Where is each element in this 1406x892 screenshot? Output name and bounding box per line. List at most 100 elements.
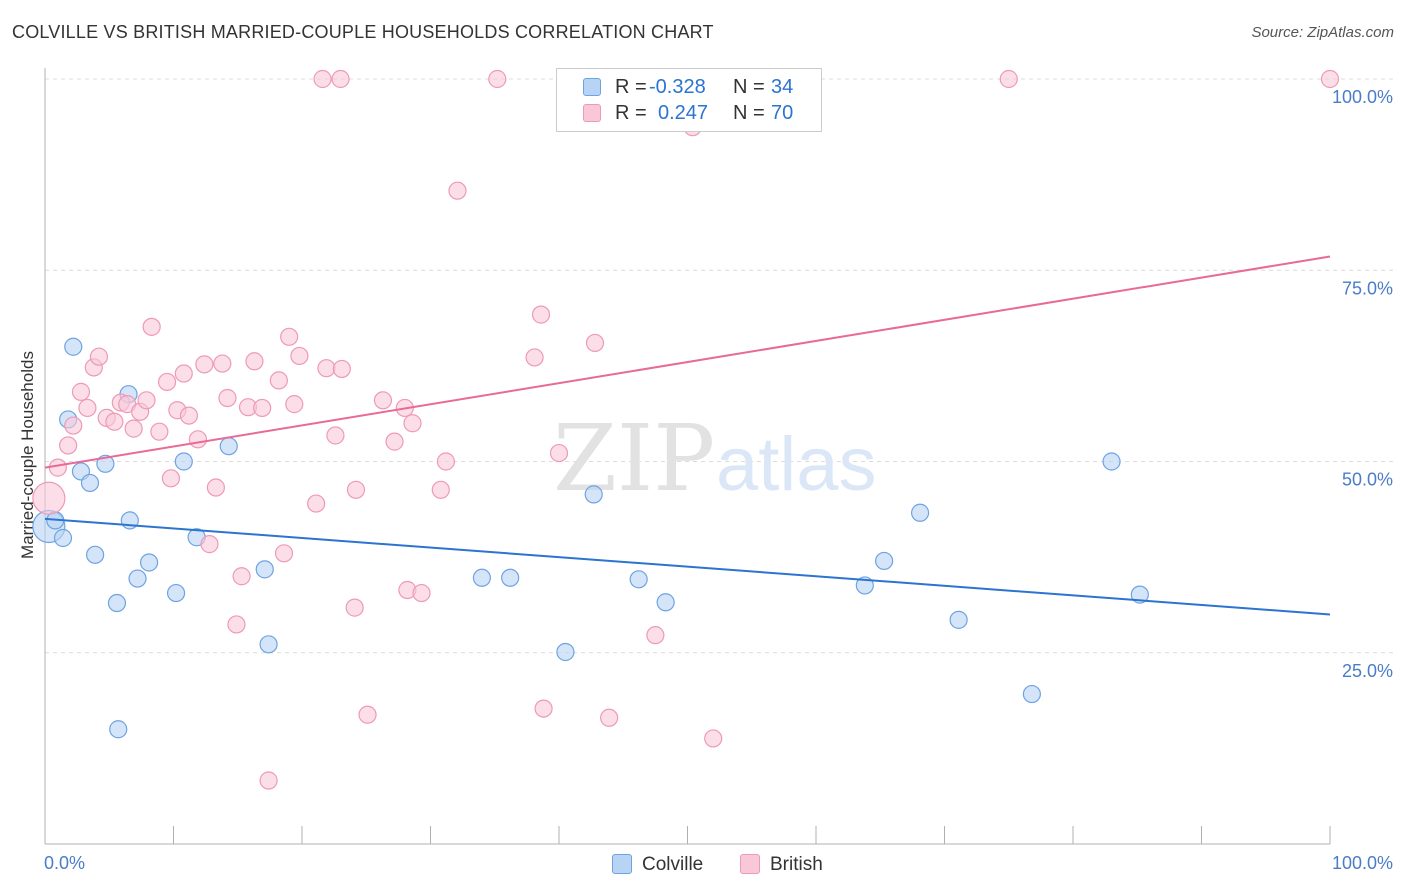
watermark-atlas: atlas (716, 422, 877, 507)
british-point (64, 416, 83, 435)
british-point (531, 305, 551, 324)
y-tick-label: 50.0% (1342, 470, 1393, 490)
colville-point (501, 568, 520, 587)
british-point (59, 436, 78, 455)
colville-point (910, 503, 930, 522)
colville-point (556, 642, 575, 662)
british-point (78, 398, 97, 418)
british-point (358, 705, 377, 724)
british-point (200, 535, 219, 554)
british-point (274, 544, 294, 563)
british-point (48, 458, 67, 477)
british-point (385, 432, 404, 451)
chart-title: COLVILLE VS BRITISH MARRIED-COUPLE HOUSE… (12, 22, 714, 42)
colville-point (53, 528, 73, 548)
british-point (137, 391, 156, 410)
british-point (227, 615, 246, 634)
tick-label-layer: 25.0% 50.0% 75.0% 100.0% 0.0% 100.0% (44, 87, 1393, 873)
british-point (307, 494, 326, 513)
british-point (331, 69, 350, 89)
british-point (213, 354, 232, 373)
british-point (431, 480, 450, 499)
colville-point (64, 337, 83, 356)
british-point (161, 469, 181, 488)
n-label: N = (733, 102, 765, 124)
colville-point (255, 560, 274, 579)
british-point (179, 406, 199, 425)
british-point (253, 398, 272, 418)
british-point (346, 480, 366, 499)
stats-row-british: R = 0.247 N = 70 (557, 100, 821, 126)
r-label: R = (615, 76, 647, 98)
r-label: R = (615, 102, 647, 124)
british-point (218, 388, 237, 408)
british-point (157, 372, 177, 392)
british-point (71, 382, 91, 401)
british-point (704, 729, 723, 748)
british-swatch (583, 104, 601, 122)
british-point (105, 412, 124, 431)
colville-point (107, 593, 127, 613)
british-point (32, 481, 66, 515)
british-point (290, 346, 309, 366)
colville-point (259, 635, 278, 654)
british-point (280, 327, 299, 346)
colville-point (1022, 684, 1041, 704)
stats-row-colville: R = -0.328 N = 34 (557, 74, 821, 100)
british-point (373, 391, 393, 410)
source-note: Source: ZipAtlas.com (1251, 24, 1394, 41)
n-value: 34 (771, 76, 794, 98)
british-point (313, 69, 332, 89)
n-label: N = (733, 76, 765, 98)
colville-point (174, 452, 193, 471)
r-value: -0.328 (649, 76, 706, 98)
british-point (436, 452, 456, 471)
colville-trend-line (44, 517, 1331, 616)
axis-layer (44, 68, 1331, 845)
british-point (259, 771, 278, 790)
colville-point (80, 473, 100, 493)
legend: Colville British (0, 852, 1406, 878)
points-layer (32, 69, 1340, 790)
british-point (150, 422, 169, 441)
colville-point (166, 583, 186, 603)
british-point (1320, 69, 1340, 89)
colville-point (139, 553, 159, 572)
british-point (174, 364, 193, 383)
british-point (317, 359, 336, 378)
british-point (412, 583, 431, 603)
x-tick-label: 0.0% (44, 853, 85, 873)
colville-point (219, 437, 238, 456)
british-point (403, 414, 422, 433)
y-tick-label: 100.0% (1332, 87, 1393, 107)
y-tick-label: 75.0% (1342, 278, 1393, 298)
watermark-layer: ZIP atlas (553, 405, 877, 512)
british-trend-line (44, 255, 1331, 469)
r-value: 0.247 (658, 102, 709, 124)
colville-point (86, 545, 105, 564)
british-point (245, 352, 264, 371)
colville-point (656, 593, 675, 612)
colville-point (1102, 452, 1121, 471)
british-point (345, 598, 364, 617)
british-point (195, 355, 214, 374)
british-point (534, 699, 553, 718)
colville-swatch (583, 78, 601, 96)
colville-point (128, 569, 147, 588)
british-point (142, 317, 161, 336)
n-value: 70 (771, 102, 794, 124)
legend-label: British (770, 854, 823, 875)
colville-point (472, 568, 491, 587)
stats-box: R = -0.328 N = 34 R = 0.247 N = 70 (556, 68, 822, 132)
british-point (488, 69, 507, 89)
watermark-zip: ZIP (553, 405, 715, 512)
colville-point (875, 551, 894, 571)
british-point (549, 443, 569, 463)
colville-point (584, 485, 603, 504)
british-point (585, 333, 605, 353)
british-point (999, 69, 1018, 89)
legend-label: Colville (642, 854, 704, 875)
british-point (89, 347, 109, 366)
british-point (646, 626, 665, 645)
